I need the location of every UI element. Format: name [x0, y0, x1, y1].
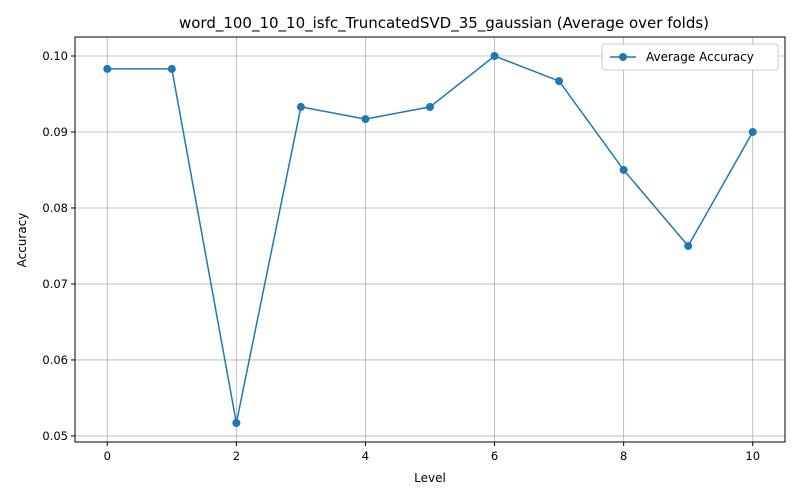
x-tick-label: 10: [745, 449, 760, 463]
data-point: [426, 102, 434, 111]
x-tick-label: 8: [620, 449, 627, 463]
y-tick-label: 0.05: [42, 429, 68, 443]
y-tick-label: 0.10: [42, 49, 68, 63]
data-point: [167, 64, 176, 73]
plot-area-frame: [74, 36, 786, 443]
x-tick-label: 4: [362, 449, 369, 463]
data-point: [490, 51, 499, 60]
x-tick-label: 6: [491, 449, 498, 463]
data-point: [619, 165, 628, 174]
x-tick-label: 2: [233, 449, 240, 463]
chart-title: word_100_10_10_isfc_TruncatedSVD_35_gaus…: [179, 14, 709, 33]
legend-marker-sample: [619, 53, 627, 61]
data-point: [555, 77, 564, 86]
data-point: [361, 115, 370, 124]
axis-ticks: 0 2 4 6 8 10 0.05 0.06 0.07 0.08 0.09 0.10: [42, 49, 760, 463]
data-point: [684, 241, 693, 250]
y-tick-label: 0.06: [42, 353, 68, 367]
data-point: [296, 102, 305, 111]
legend-box: [601, 43, 779, 71]
legend-entry-average-accuracy: Average Accuracy: [646, 50, 754, 64]
data-series: [103, 51, 757, 428]
data-point: [103, 64, 112, 73]
data-point: [232, 419, 241, 428]
x-tick-label: 0: [104, 449, 111, 463]
grid-lines: [75, 37, 785, 442]
data-point: [748, 127, 757, 136]
series-line: [107, 55, 754, 424]
y-tick-label: 0.08: [42, 201, 68, 215]
y-tick-label: 0.09: [42, 125, 68, 139]
y-tick-label: 0.07: [42, 277, 68, 291]
legend: Average Accuracy: [601, 43, 779, 71]
y-axis-label: Accuracy: [15, 213, 29, 268]
x-axis-label: Level: [414, 471, 446, 485]
